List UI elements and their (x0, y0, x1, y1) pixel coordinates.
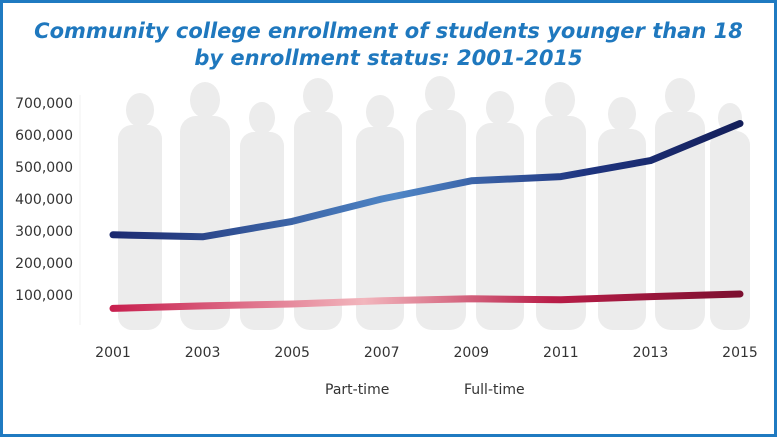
x-tick-label: 2013 (633, 345, 669, 361)
legend-label: Part-time (325, 382, 389, 398)
silhouette-backdrop (118, 76, 750, 330)
x-tick-label: 2007 (364, 345, 400, 361)
y-tick-label: 700,000 (15, 96, 73, 112)
y-tick-label: 500,000 (15, 160, 73, 176)
y-tick-label: 100,000 (15, 288, 73, 304)
x-axis-ticks: 2001 2003 2005 2007 2009 2011 2013 2015 (95, 345, 758, 361)
x-tick-label: 2015 (722, 345, 758, 361)
y-tick-label: 200,000 (15, 256, 73, 272)
series-lines (109, 120, 744, 312)
x-tick-label: 2005 (274, 345, 310, 361)
x-tick-label: 2011 (543, 345, 579, 361)
series-line-part-time (109, 120, 744, 241)
legend: Part-time Full-time (274, 382, 525, 398)
series-line-full-time (109, 290, 744, 312)
chart-title-line-2: by enrollment status: 2001-2015 (194, 46, 583, 70)
y-tick-label: 400,000 (15, 192, 73, 208)
legend-label: Full-time (464, 382, 525, 398)
x-tick-label: 2009 (453, 345, 489, 361)
x-tick-label: 2003 (185, 345, 221, 361)
chart-title-line-1: Community college enrollment of students… (34, 19, 743, 43)
y-tick-label: 600,000 (15, 128, 73, 144)
y-axis-ticks: 700,000 600,000 500,000 400,000 300,000 200,0… (15, 96, 73, 304)
x-tick-label: 2001 (95, 345, 131, 361)
chart-title: Community college enrollment of students… (0, 18, 777, 72)
y-tick-label: 300,000 (15, 224, 73, 240)
